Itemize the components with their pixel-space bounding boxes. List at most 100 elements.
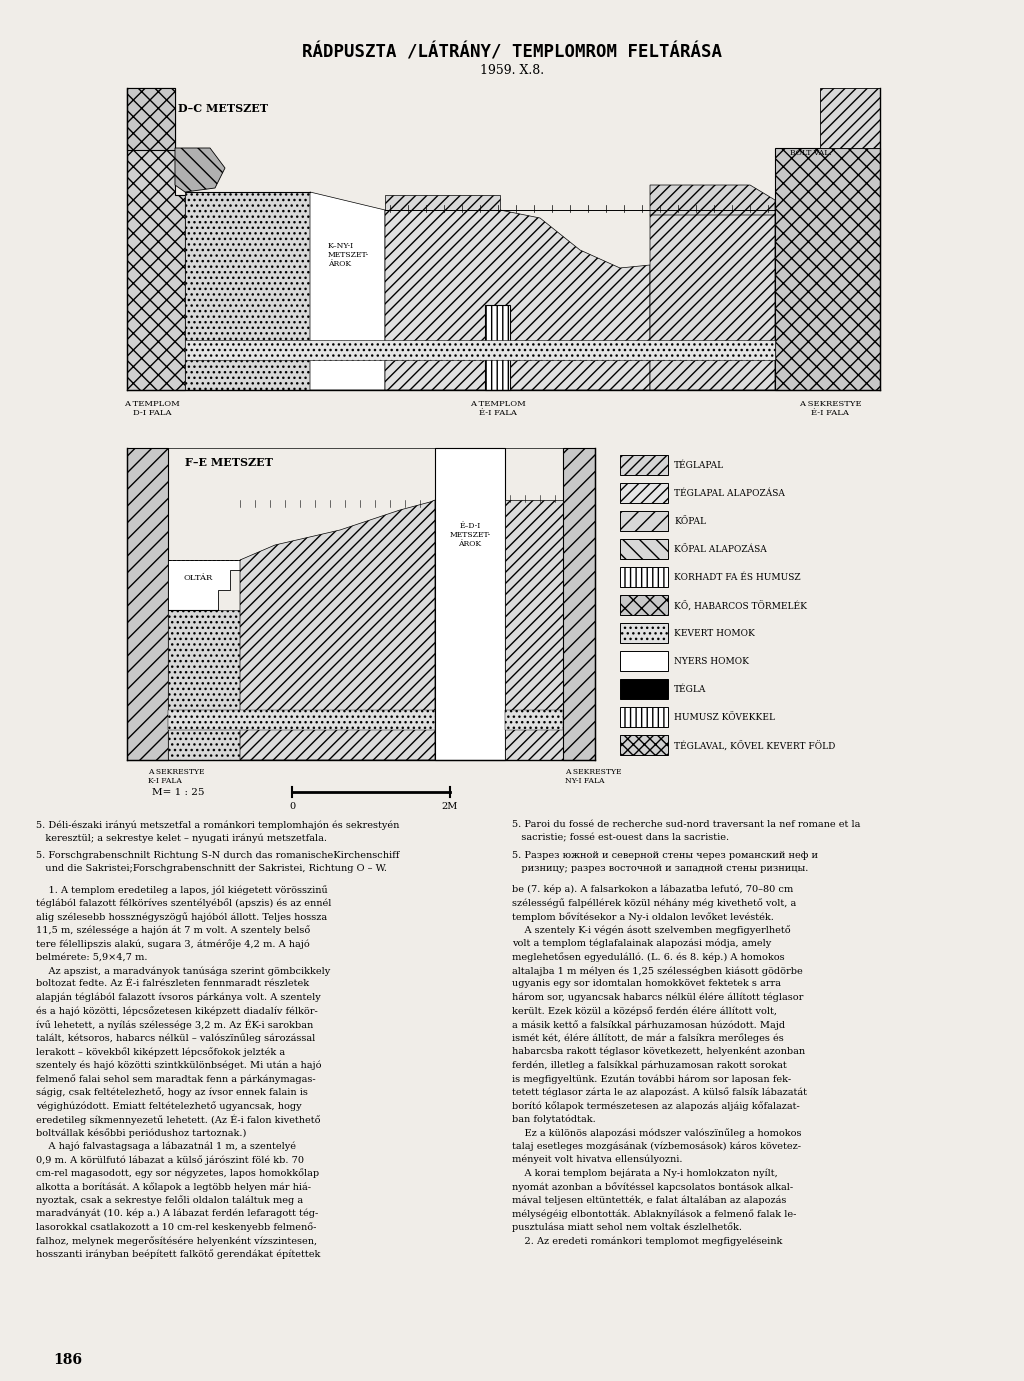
Text: és a hajó közötti, lépcsőzetesen kiképzett diadalív félkör-: és a hajó közötti, lépcsőzetesen kiképze… <box>36 1007 317 1016</box>
Text: nyomát azonban a bővítéssel kapcsolatos bontások alkal-: nyomát azonban a bővítéssel kapcsolatos … <box>512 1182 794 1192</box>
Text: A TEMPLOM
D-I FALA: A TEMPLOM D-I FALA <box>124 400 180 417</box>
Polygon shape <box>650 202 775 389</box>
Text: altalajba 1 m mélyen és 1,25 szélességben kiásott gödörbe: altalajba 1 m mélyen és 1,25 szélességbe… <box>512 965 803 975</box>
Text: 2M: 2M <box>441 802 458 811</box>
Text: mélységéig elbontották. Ablaknyílások a felmenő falak le-: mélységéig elbontották. Ablaknyílások a … <box>512 1208 797 1218</box>
Text: keresztül; a sekrestye kelet – nyugati irányú metszetfala.: keresztül; a sekrestye kelet – nyugati i… <box>36 833 327 842</box>
Text: szentely és hajó közötti szintkkülönbséget. Mi után a hajó: szentely és hajó közötti szintkkülönbség… <box>36 1061 322 1070</box>
Text: A hajó falvastagsaga a lábazatnál 1 m, a szentelyé: A hajó falvastagsaga a lábazatnál 1 m, a… <box>36 1142 296 1150</box>
Text: be (7. kép a). A falsarkokon a lábazatba lefutó, 70–80 cm: be (7. kép a). A falsarkokon a lábazatba… <box>512 885 794 895</box>
Text: talált, kétsoros, habarcs nélkül – valószïnűleg sározással: talált, kétsoros, habarcs nélkül – valós… <box>36 1033 315 1043</box>
Text: a másik kettő a falsíkkal párhuzamosan húzódott. Majd: a másik kettő a falsíkkal párhuzamosan h… <box>512 1021 785 1030</box>
Bar <box>620 595 668 615</box>
Text: ban folytatódtak.: ban folytatódtak. <box>512 1114 596 1124</box>
Bar <box>620 568 668 587</box>
Text: végighúzódott. Emiatt feltételezhető ugyancsak, hogy: végighúzódott. Emiatt feltételezhető ugy… <box>36 1101 302 1110</box>
Text: boltvállak későbbi periódushoz tartoznak.): boltvállak későbbi periódushoz tartoznak… <box>36 1128 247 1138</box>
Text: 5. Paroi du fossé de recherche sud-nord traversant la nef romane et la: 5. Paroi du fossé de recherche sud-nord … <box>512 820 860 829</box>
Text: volt a templom téglafalainak alapozási módja, amely: volt a templom téglafalainak alapozási m… <box>512 939 771 949</box>
Text: cm-rel magasodott, egy sor négyzetes, lapos homokkőlap: cm-rel magasodott, egy sor négyzetes, la… <box>36 1168 319 1178</box>
Polygon shape <box>185 340 775 360</box>
Bar <box>620 539 668 559</box>
Text: boltozat fedte. Az É-i falrészleten fennmaradt részletek: boltozat fedte. Az É-i falrészleten fenn… <box>36 979 309 989</box>
Text: TÉGLAPAL: TÉGLAPAL <box>674 460 724 470</box>
Text: ményeit volt hivatva ellensúlyozni.: ményeit volt hivatva ellensúlyozni. <box>512 1155 683 1164</box>
Text: A korai templom bejárata a Ny-i homlokzaton nyílt,: A korai templom bejárata a Ny-i homlokza… <box>512 1168 778 1178</box>
Polygon shape <box>820 88 880 148</box>
Text: A TEMPLOM
É-I FALA: A TEMPLOM É-I FALA <box>470 400 526 417</box>
Text: 1959. X.8.: 1959. X.8. <box>480 64 544 76</box>
Text: 2. Az eredeti románkori templomot megfigyeléseink: 2. Az eredeti románkori templomot megfig… <box>512 1236 782 1246</box>
Text: mával teljesen eltüntették, e falat általában az alapozás: mával teljesen eltüntették, e falat álta… <box>512 1196 786 1206</box>
Text: OLTÁR: OLTÁR <box>183 574 213 581</box>
Text: A SEKRESTYE
NY-I FALA: A SEKRESTYE NY-I FALA <box>565 768 622 786</box>
Text: und die Sakristei;Forschgrabenschnitt der Sakristei, Richtung O – W.: und die Sakristei;Forschgrabenschnitt de… <box>36 865 387 873</box>
Text: TÉGLAVAL, KŐVEL KEVERT FÖLD: TÉGLAVAL, KŐVEL KEVERT FÖLD <box>674 740 836 750</box>
Text: D–C METSZET: D–C METSZET <box>178 102 268 113</box>
Text: ismét két, élére állított, de már a falsíkra merőleges és: ismét két, élére állított, de már a fals… <box>512 1033 783 1043</box>
Text: eredetileg síkmennyezetű lehetett. (Az É-i falon kivethető: eredetileg síkmennyezetű lehetett. (Az É… <box>36 1114 321 1126</box>
Text: is megfigyeltünk. Ezután további három sor laposan fek-: is megfigyeltünk. Ezután további három s… <box>512 1074 792 1084</box>
Text: É–D-I
METSZET-
ÁROK: É–D-I METSZET- ÁROK <box>450 522 490 548</box>
Bar <box>620 623 668 644</box>
Text: KŐ, HABARCOS TÖRMELÉK: KŐ, HABARCOS TÖRMELÉK <box>674 599 807 610</box>
Text: ferdén, illetleg a falsíkkal párhuzamosan rakott sorokat: ferdén, illetleg a falsíkkal párhuzamosa… <box>512 1061 786 1070</box>
Bar <box>620 511 668 532</box>
Text: három sor, ugyancsak habarcs nélkül élére állított téglasor: három sor, ugyancsak habarcs nélkül élér… <box>512 993 804 1003</box>
Text: A szentely K-i végén ásott szelvemben megfigyerlhető: A szentely K-i végén ásott szelvemben me… <box>512 925 791 935</box>
Polygon shape <box>505 710 563 731</box>
Text: téglából falazott félköríves szentélyéből (apszis) és az ennél: téglából falazott félköríves szentélyéb… <box>36 899 332 909</box>
Text: BOLT VÁL.: BOLT VÁL. <box>790 149 831 157</box>
Polygon shape <box>175 148 225 192</box>
Text: KORHADT FA ÉS HUMUSZ: KORHADT FA ÉS HUMUSZ <box>674 573 801 581</box>
Polygon shape <box>485 305 510 389</box>
Text: HUMUSZ KÖVEKKEL: HUMUSZ KÖVEKKEL <box>674 713 775 721</box>
Text: lasorokkal csatlakozott a 10 cm-rel keskenyebb felmenő-: lasorokkal csatlakozott a 10 cm-rel kesk… <box>36 1222 316 1232</box>
Text: M= 1 : 25: M= 1 : 25 <box>152 787 205 797</box>
Text: templom bővítésekor a Ny-i oldalon levőket levésték.: templom bővítésekor a Ny-i oldalon levők… <box>512 911 774 921</box>
Bar <box>620 483 668 503</box>
Bar <box>620 735 668 755</box>
Text: falhoz, melynek megerősítésére helyenként vízszintesen,: falhoz, melynek megerősítésére helyenkén… <box>36 1236 317 1246</box>
Polygon shape <box>385 210 650 389</box>
Text: Az apszist, a maradványok tanúsága szerint gömbcikkely: Az apszist, a maradványok tanúsága szeri… <box>36 965 331 975</box>
Text: RÁDPUSZTA /LÁTRÁNY/ TEMPLOMROM FELTÁRÁSA: RÁDPUSZTA /LÁTRÁNY/ TEMPLOMROM FELTÁRÁSA <box>302 43 722 61</box>
Text: nyoztak, csak a sekrestye felőli oldalon találtuk meg a: nyoztak, csak a sekrestye felőli oldalon… <box>36 1196 303 1206</box>
Text: Ez a különös alapozási módszer valószïnűleg a homokos: Ez a különös alapozási módszer valószïnű… <box>512 1128 802 1138</box>
Text: 5. Разрез южной и северной стены через романский неф и: 5. Разрез южной и северной стены через р… <box>512 851 818 860</box>
Bar <box>620 707 668 726</box>
Text: 186: 186 <box>53 1353 83 1367</box>
Text: 5. Déli-északi irányú metszetfal a románkori templomhajón és sekrestyén: 5. Déli-északi irányú metszetfal a román… <box>36 820 399 830</box>
Text: tere félellipszis alakú, sugara 3, átmérője 4,2 m. A hajó: tere félellipszis alakú, sugara 3, átmér… <box>36 939 309 949</box>
Text: ívű lehetett, a nyílás szélessége 3,2 m. Az ÉK-i sarokban: ívű lehetett, a nyílás szélessége 3,2 m.… <box>36 1021 313 1030</box>
Text: borító kőlapok természetesen az alapozás aljáig kőfalazat-: borító kőlapok természetesen az alapozás… <box>512 1101 800 1110</box>
Polygon shape <box>168 710 435 731</box>
Bar <box>620 650 668 671</box>
Text: lerakott – kövekből kiképzett lépcsőfokok jelzték a: lerakott – kövekből kiképzett lépcsőfoko… <box>36 1047 285 1056</box>
Polygon shape <box>563 447 595 760</box>
Text: TÉGLA: TÉGLA <box>674 685 707 693</box>
Bar <box>620 679 668 699</box>
Polygon shape <box>185 192 310 389</box>
Text: meglehetősen egyedulálló. (L. 6. és 8. kép.) A homokos: meglehetősen egyedulálló. (L. 6. és 8. k… <box>512 953 784 963</box>
Text: KŐPAL: KŐPAL <box>674 516 706 526</box>
Text: felmenő falai sehol sem maradtak fenn a párkánymagas-: felmenő falai sehol sem maradtak fenn a … <box>36 1074 315 1084</box>
Text: KŐPAL ALAPOZÁSA: KŐPAL ALAPOZÁSA <box>674 544 767 554</box>
Polygon shape <box>240 500 435 760</box>
Text: TÉGLAPAL ALAPOZÁSA: TÉGLAPAL ALAPOZÁSA <box>674 489 784 497</box>
Text: ugyanis egy sor idomtalan homokkövet fektetek s arra: ugyanis egy sor idomtalan homokkövet fek… <box>512 979 781 989</box>
Text: alapján téglából falazott ívsoros párkánya volt. A szentely: alapján téglából falazott ívsoros párkán… <box>36 993 321 1003</box>
Text: alkotta a borítását. A kőlapok a legtöbb helyen már hiá-: alkotta a borítását. A kőlapok a legtöbb… <box>36 1182 311 1192</box>
Polygon shape <box>505 500 563 760</box>
Text: KEVERT HOMOK: KEVERT HOMOK <box>674 628 755 638</box>
Text: 1. A templom eredetileg a lapos, jól kiégetett vörösszinű: 1. A templom eredetileg a lapos, jól kié… <box>36 885 328 895</box>
Polygon shape <box>435 447 505 760</box>
Text: tetett téglasor zárta le az alapozást. A külső falsík lábazatát: tetett téglasor zárta le az alapozást. A… <box>512 1087 807 1098</box>
Text: ságig, csak feltételezhető, hogy az ívsor ennek falain is: ságig, csak feltételezhető, hogy az ívso… <box>36 1087 308 1098</box>
Text: pusztulása miatt sehol nem voltak észlelhetők.: pusztulása miatt sehol nem voltak észlel… <box>512 1222 742 1232</box>
Text: ризницу; разрез восточной и западной стены ризницы.: ризницу; разрез восточной и западной сте… <box>512 865 808 873</box>
Text: 11,5 m, szélessége a hajón át 7 m volt. A szentely belső: 11,5 m, szélessége a hajón át 7 m volt. … <box>36 925 310 935</box>
Text: került. Ezek közül a középső ferdén élére állított volt,: került. Ezek közül a középső ferdén élér… <box>512 1007 777 1016</box>
Text: szélességű falpéllérek közül néhány még kivethető volt, a: szélességű falpéllérek közül néhány még … <box>512 899 797 909</box>
Bar <box>620 454 668 475</box>
